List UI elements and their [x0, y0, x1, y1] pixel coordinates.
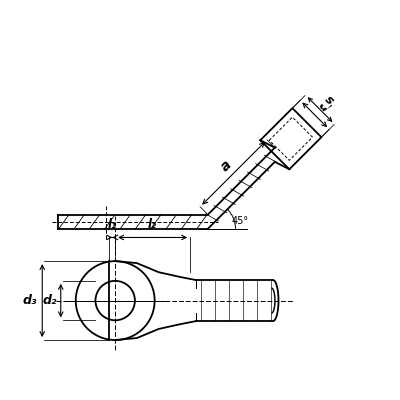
Text: l₁: l₁: [108, 218, 117, 231]
Text: d: d: [315, 99, 331, 114]
Text: a: a: [218, 158, 235, 175]
Text: d₃: d₃: [23, 294, 38, 307]
Text: s: s: [322, 93, 336, 108]
Text: d₂: d₂: [42, 294, 57, 307]
Text: 45°: 45°: [232, 216, 249, 226]
Text: l₂: l₂: [148, 218, 157, 231]
